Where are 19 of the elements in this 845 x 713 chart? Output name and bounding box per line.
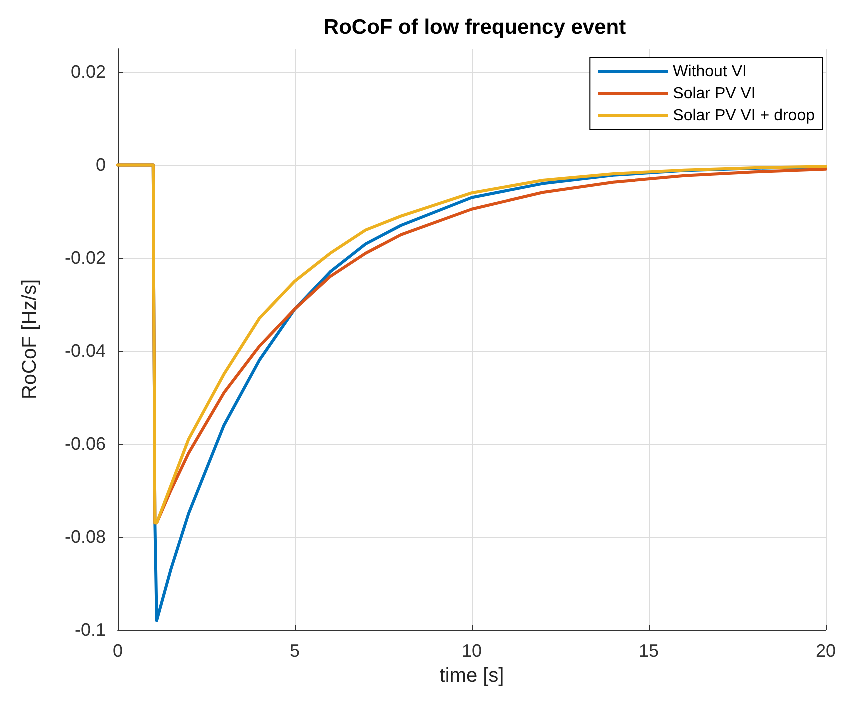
y-tick-label: -0.08: [64, 527, 106, 548]
line-series: [116, 164, 828, 525]
y-tick-label: -0.02: [64, 248, 106, 268]
x-tick-label: 0: [112, 641, 124, 661]
legend-label: Solar PV VI: [673, 86, 756, 102]
y-tick-label: -0.04: [64, 341, 106, 362]
y-tick-label: -0.06: [64, 434, 106, 454]
legend-label: Without VI: [673, 64, 747, 80]
chart-title: RoCoF of low frequency event: [324, 16, 626, 39]
x-axis-title: time [s]: [440, 665, 504, 687]
x-tick-label: 10: [462, 641, 482, 661]
y-tick-label: 0: [96, 155, 106, 176]
y-tick-label: -0.1: [74, 620, 106, 640]
x-tick-label: 20: [816, 641, 836, 661]
legend-label: Solar PV VI + droop: [673, 108, 816, 124]
x-tick-label: 5: [290, 641, 300, 661]
y-tick-label: 0.02: [70, 62, 106, 82]
x-tick-label: 15: [638, 641, 660, 661]
y-axis-title: RoCoF [Hz/s]: [19, 279, 41, 400]
